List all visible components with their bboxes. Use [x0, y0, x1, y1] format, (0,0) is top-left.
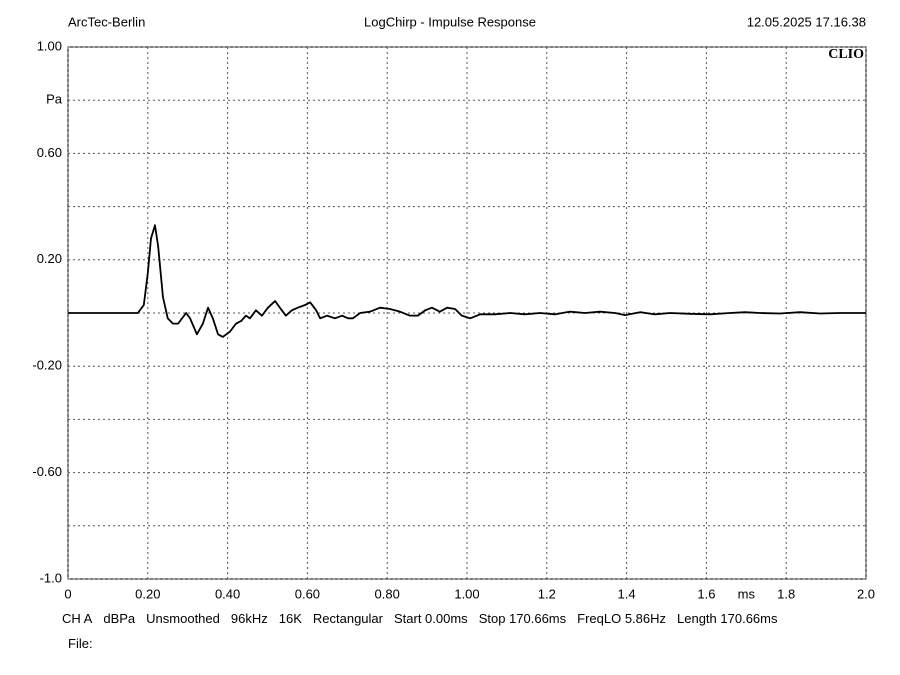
x-tick-label: 1.00 — [454, 586, 479, 601]
x-tick-label: 0.40 — [215, 586, 240, 601]
file-label: File: — [68, 636, 93, 651]
impulse-line — [68, 224, 866, 338]
x-tick-label: 1.2 — [538, 586, 556, 601]
x-tick-label: 0.80 — [375, 586, 400, 601]
x-tick-label: 2.0 — [857, 586, 875, 601]
footer-item: Length 170.66ms — [677, 611, 778, 626]
footer-item: dBPa — [103, 611, 136, 626]
x-tick-label: 1.4 — [618, 586, 636, 601]
logo: CLIO — [828, 47, 864, 62]
y-tick-label: 0.20 — [37, 251, 62, 266]
chart-title: LogChirp - Impulse Response — [364, 14, 536, 29]
footer-item: Start 0.00ms — [393, 611, 468, 626]
x-tick-label: 1.8 — [777, 586, 795, 601]
x-unit: ms — [738, 586, 756, 601]
y-tick-label: Pa — [46, 92, 63, 107]
footer-item: Unsmoothed — [146, 611, 220, 626]
footer-item: 16K — [278, 611, 302, 626]
footer: CH A dBPa Unsmoothed 96kHz 16K Rectangular Sta… — [62, 611, 777, 626]
footer-item: FreqLO 5.86Hz — [577, 611, 667, 626]
y-tick-label: 1.00 — [37, 38, 62, 53]
y-tick-label: 0.60 — [37, 145, 62, 160]
header-right: 12.05.2025 17.16.38 — [747, 14, 866, 29]
footer-item: Rectangular — [312, 611, 383, 626]
footer-item: 96kHz — [230, 611, 268, 626]
x-tick-label: 0.60 — [295, 586, 320, 601]
x-tick-label: 0.20 — [135, 586, 160, 601]
y-tick-label: -0.20 — [32, 358, 62, 373]
x-tick-label: 0 — [64, 586, 71, 601]
header-left: ArcTec-Berlin — [68, 14, 145, 29]
footer-item: Stop 170.66ms — [478, 611, 567, 626]
x-tick-label: 1.6 — [697, 586, 715, 601]
footer-item: CH A — [62, 611, 93, 626]
y-tick-label: -0.60 — [32, 464, 62, 479]
y-tick-label: -1.0 — [40, 570, 62, 585]
